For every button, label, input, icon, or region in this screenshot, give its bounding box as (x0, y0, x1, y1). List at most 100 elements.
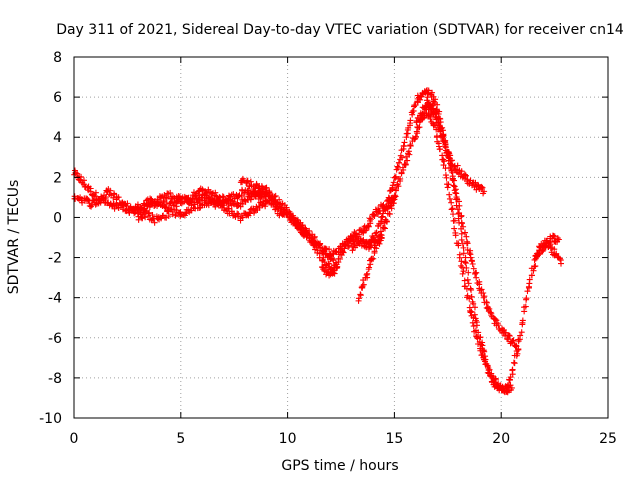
data-point (515, 346, 522, 353)
data-point (364, 270, 371, 277)
data-point (107, 187, 114, 194)
data-point (486, 366, 493, 373)
data-point (492, 376, 499, 383)
data-point (412, 133, 419, 140)
data-point (190, 189, 197, 196)
data-point (366, 264, 373, 271)
data-point (510, 337, 517, 344)
data-point (292, 221, 299, 228)
data-point (253, 181, 260, 188)
data-point (481, 293, 488, 300)
data-point (435, 119, 442, 126)
data-point (134, 201, 141, 208)
y-tick-label: 8 (53, 50, 62, 66)
data-point (483, 299, 490, 306)
data-point (212, 189, 219, 196)
y-tick-label: -6 (48, 331, 62, 347)
data-point (508, 384, 515, 391)
data-point (470, 323, 477, 330)
y-tick-label: 4 (53, 130, 62, 146)
data-point (306, 227, 313, 234)
x-tick-label: 25 (599, 431, 617, 447)
data-point (519, 317, 526, 324)
series-track-c (135, 197, 270, 226)
data-point (213, 193, 220, 200)
data-point (357, 292, 364, 299)
data-point (458, 213, 465, 220)
data-point (230, 191, 237, 198)
data-point (414, 124, 421, 131)
data-point (448, 206, 455, 213)
data-point (244, 177, 251, 184)
data-point (393, 186, 400, 193)
data-point (530, 267, 537, 274)
data-point (392, 193, 399, 200)
data-point (446, 191, 453, 198)
data-point (473, 334, 480, 341)
data-point (391, 196, 398, 203)
data-point (511, 360, 518, 367)
data-point (553, 250, 560, 257)
data-point (473, 274, 480, 281)
data-point (462, 229, 469, 236)
data-point (225, 192, 232, 199)
data-point (276, 196, 283, 203)
data-point (394, 163, 401, 170)
data-point (506, 332, 513, 339)
data-point (487, 309, 494, 316)
data-point (180, 199, 187, 206)
data-point (373, 229, 380, 236)
data-point (467, 309, 474, 316)
data-point (370, 211, 377, 218)
data-point (470, 300, 477, 307)
y-tick-label: 0 (53, 210, 62, 226)
data-point (256, 204, 263, 211)
data-point (468, 286, 475, 293)
data-point (460, 244, 467, 251)
data-point (319, 250, 326, 257)
data-point (463, 264, 470, 271)
data-point (469, 258, 476, 265)
data-point (332, 248, 339, 255)
data-point (551, 246, 558, 253)
data-point (291, 215, 298, 222)
data-point (469, 319, 476, 326)
data-point (407, 117, 414, 124)
data-point (398, 170, 405, 177)
data-point (334, 263, 341, 270)
data-point (466, 295, 473, 302)
data-point (451, 177, 458, 184)
data-point (390, 200, 397, 207)
data-point (262, 203, 269, 210)
data-point (266, 188, 273, 195)
data-point (472, 327, 479, 334)
data-point (481, 188, 488, 195)
data-point (459, 270, 466, 277)
data-point (419, 110, 426, 117)
data-point (158, 201, 165, 208)
data-point (367, 220, 374, 227)
data-point (479, 351, 486, 358)
data-point (139, 215, 146, 222)
data-point (445, 181, 452, 188)
data-point (313, 242, 320, 249)
data-point (441, 158, 448, 165)
data-point (465, 269, 472, 276)
data-point (382, 225, 389, 232)
series-track-g (413, 99, 522, 353)
data-point (245, 187, 252, 194)
data-point (461, 171, 468, 178)
data-point (539, 248, 546, 255)
data-point (341, 242, 348, 249)
data-point (258, 183, 265, 190)
data-point (425, 87, 432, 94)
data-point (462, 259, 469, 266)
data-point (471, 311, 478, 318)
x-tick-label: 5 (176, 431, 185, 447)
data-point (458, 236, 465, 243)
data-point (274, 200, 281, 207)
data-point (329, 256, 336, 263)
data-point (294, 216, 301, 223)
data-point (433, 116, 440, 123)
